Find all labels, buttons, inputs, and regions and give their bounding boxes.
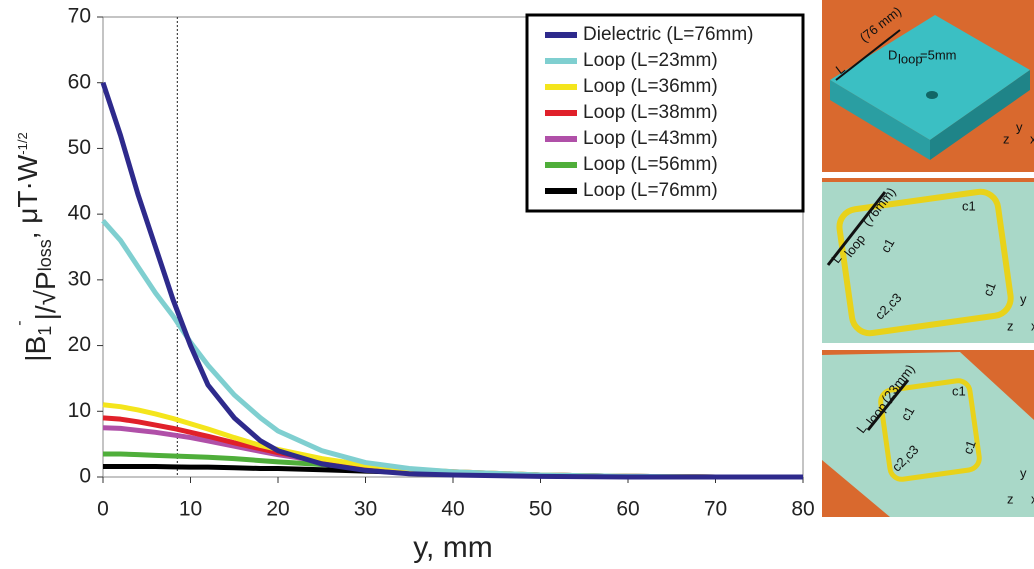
y-axis-label-part: , μT·W: [12, 154, 43, 239]
legend-label: Loop (L=36mm): [583, 76, 718, 97]
legend-label: Loop (L=56mm): [583, 154, 718, 175]
inset-label: y: [1020, 465, 1027, 480]
x-tick-label: 50: [529, 498, 552, 521]
inset-label: D: [888, 47, 897, 62]
y-axis-label-part: -1/2: [15, 132, 30, 154]
y-axis-label-part: loss: [35, 239, 55, 271]
inset-label: c1: [960, 438, 979, 456]
x-tick-label: 80: [791, 498, 814, 521]
inset-label: =5mm: [920, 47, 956, 62]
y-tick-label: 50: [68, 136, 91, 159]
y-axis-label-part: -: [11, 320, 28, 325]
inset-label: z: [1003, 131, 1010, 146]
loop: [878, 378, 982, 482]
arrow: [866, 379, 910, 431]
arrow: [826, 191, 887, 266]
legend-label: Loop (L=38mm): [583, 102, 718, 123]
inset-label: x: [1031, 318, 1034, 333]
x-tick-label: 70: [704, 498, 727, 521]
y-tick-label: 0: [79, 465, 91, 488]
inset-label: loop: [898, 51, 923, 66]
slab-side: [830, 80, 930, 160]
inset-label: z: [1007, 318, 1014, 333]
inset-label: c1: [962, 198, 976, 213]
y-axis-label-part: 1: [35, 326, 55, 336]
slab-side: [930, 70, 1030, 160]
arrow: [835, 29, 901, 81]
y-tick-label: 60: [68, 70, 91, 93]
legend-label: Loop (L=76mm): [583, 180, 718, 201]
legend-label: Loop (L=23mm): [583, 50, 718, 71]
inset-label: c1: [898, 404, 918, 423]
x-tick-label: 10: [179, 498, 202, 521]
plot: 0 10 20 30 40 50 60 70 0 10 20 30 40 50 60 70 80 y, mm |B1…: [11, 5, 814, 564]
y-tick-label: 70: [68, 5, 91, 28]
inset-label: y: [1020, 291, 1027, 306]
plate: [822, 352, 1034, 517]
inset-label: x: [1031, 491, 1034, 506]
hole: [926, 91, 938, 99]
y-axis-label-part: |/√P: [30, 271, 61, 320]
loop: [836, 188, 1014, 337]
y-axis-label-part: |B: [20, 336, 51, 362]
series-line: [100, 81, 803, 480]
plate: [822, 182, 1034, 343]
x-tick-label: 30: [354, 498, 377, 521]
inset-label: c1: [952, 383, 966, 398]
inset-label: c1: [878, 236, 898, 255]
y-tick-label: 40: [68, 202, 91, 225]
legend-label: Dielectric (L=76mm): [583, 24, 754, 45]
inset-label: y: [1016, 119, 1023, 134]
x-tick-label: 0: [97, 498, 109, 521]
y-tick-label: 30: [68, 267, 91, 290]
slab-top: [830, 15, 1030, 140]
x-tick-label: 40: [441, 498, 464, 521]
inset-label: x: [1030, 131, 1034, 146]
x-axis-label: y, mm: [413, 531, 492, 564]
x-tick-label: 60: [616, 498, 639, 521]
x-tick-label: 20: [266, 498, 289, 521]
inset-label: c1: [980, 280, 999, 298]
legend-label: Loop (L=43mm): [583, 128, 718, 149]
y-tick-label: 20: [68, 333, 91, 356]
y-tick-label: 10: [68, 399, 91, 422]
y-axis-label: |B1 -|/√Ploss, μT·W-1/2: [11, 132, 61, 361]
inset-label: z: [1007, 491, 1014, 506]
legend: Dielectric (L=76mm) Loop (L=23mm) Loop (L=…: [525, 13, 805, 213]
